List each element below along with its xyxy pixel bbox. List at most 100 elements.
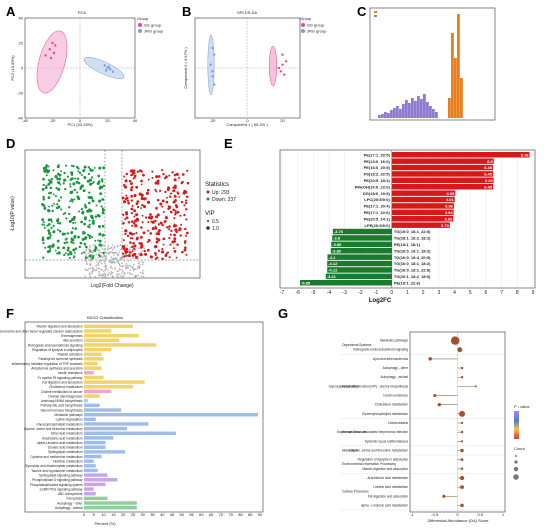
volcano-point-down (88, 201, 91, 205)
f-xtick: 75 (228, 512, 233, 517)
volcano-point-up (154, 219, 157, 223)
volcano-point-down (102, 184, 106, 187)
volcano-point-up (124, 229, 128, 233)
volcano-point-ns (112, 252, 114, 254)
oplsda-point (213, 53, 216, 56)
g-dot (460, 448, 464, 453)
volcano-point-up (154, 188, 157, 191)
volcano-point-down (77, 197, 81, 201)
volcano-point-down (58, 177, 62, 181)
f-bar-category: Histidine metabolism (53, 460, 83, 464)
volcano-point-ns (110, 256, 113, 258)
volcano-point-up (167, 207, 170, 211)
volcano-point-down (80, 174, 83, 177)
f-bar-category: Ovarian steroidogenesis (48, 394, 83, 398)
volcano-point-up (184, 199, 188, 202)
e-bar (391, 209, 454, 216)
volcano-point-ns (96, 264, 99, 266)
f-bar (84, 487, 94, 491)
volcano-point-ns (141, 263, 144, 266)
volcano-point-down (57, 181, 61, 185)
volcano-point-down (56, 222, 59, 225)
volcano-point-up (154, 181, 158, 185)
panel-a-xtick: 0 (79, 118, 82, 123)
volcano-point-down (46, 170, 50, 174)
volcano-point-up (133, 193, 137, 198)
panel-b-xtick: 0 (246, 118, 249, 123)
volcano-point-up (179, 214, 182, 217)
volcano-point-ns (89, 244, 91, 247)
volcano-point-down (56, 203, 59, 206)
volcano-point-down (69, 253, 73, 256)
g-dot (442, 494, 446, 498)
volcano-point-down (49, 234, 52, 237)
e-xtick: 6 (485, 290, 488, 296)
volcano-point-down (99, 185, 103, 189)
pca-point (51, 41, 54, 45)
e-xtick: -1 (374, 290, 379, 296)
volcano-point-down (56, 246, 60, 250)
volcano-point-down (88, 191, 91, 194)
volcano-point-up (136, 170, 140, 173)
volcano-point-ns (129, 269, 131, 271)
volcano-point-down (67, 247, 70, 250)
g-pathway-label: alpha - Linolenic acid metabolism (361, 503, 408, 507)
volcano-point-up (147, 229, 150, 232)
volcano-point-up (157, 179, 160, 182)
volcano-point-ns (122, 265, 125, 267)
panel-b-legend-swatch-sg (301, 23, 305, 27)
f-bar (84, 426, 128, 431)
panel-d-vip-small (207, 220, 209, 222)
volcano-point-down (100, 178, 104, 181)
volcano-point-ns (100, 259, 103, 262)
volcano-point-up (167, 186, 171, 190)
f-bar (84, 375, 104, 380)
volcano-point-up (125, 172, 129, 176)
f-bar (84, 464, 96, 468)
volcano-point-down (48, 205, 50, 208)
volcano-point-ns (85, 262, 88, 264)
panel-b-xtick: -20 (210, 118, 217, 123)
g-pathway-label: Cholesterol metabolism (375, 403, 409, 407)
volcano-point-up (139, 235, 143, 239)
volcano-point-up (172, 247, 175, 250)
volcano-point-ns (137, 265, 139, 268)
volcano-point-ns (132, 269, 135, 272)
volcano-point-down (93, 249, 97, 252)
volcano-point-down (51, 204, 54, 207)
volcano-point-up (185, 231, 189, 235)
volcano-point-up (131, 173, 134, 176)
volcano-point-up (150, 215, 154, 219)
volcano-point-up (133, 247, 136, 250)
volcano-point-down (81, 211, 85, 215)
panel-g-pvalue-colorbar (514, 411, 519, 439)
panel-b: B OPLDS-DA -20 0 20 Component 1 ( 65.2% ) … (182, 4, 327, 127)
volcano-point-ns (96, 261, 98, 263)
e-bar-value: -4.21 (327, 274, 337, 279)
volcano-point-down (91, 219, 95, 223)
panel-f: F KEGG Classification 0 5 10 15 20 25 30 35 40 45… (0, 306, 264, 526)
volcano-point-down (74, 247, 78, 250)
volcano-point-up (161, 257, 164, 261)
volcano-point-ns (140, 251, 142, 254)
volcano-point-up (154, 226, 158, 230)
g-dot (460, 458, 464, 461)
f-bar-category: Autophagy - animal (55, 506, 83, 510)
volcano-point-down (83, 222, 86, 226)
f-bar-category: Steroid hormone biosynthesis (41, 408, 83, 412)
volcano-point-down (89, 209, 93, 213)
volcano-point-up (185, 208, 188, 211)
volcano-point-up (129, 241, 132, 244)
panel-a-xtick: -20 (50, 118, 57, 123)
volcano-point-ns (117, 260, 120, 263)
g-dot (460, 503, 464, 508)
g-dot (460, 467, 464, 471)
f-xtick: 70 (219, 512, 224, 517)
volcano-point-ns (119, 275, 122, 277)
e-bar-category: PMeOH(16:0_22:6) (355, 184, 391, 189)
volcano-point-ns (121, 258, 123, 260)
g-pathway-label: Glycerophospholipid metabolism (362, 412, 408, 416)
panel-d-stats-up-swatch (206, 190, 210, 194)
oplsda-point (211, 46, 214, 50)
panel-b-xtick: 20 (280, 118, 285, 123)
